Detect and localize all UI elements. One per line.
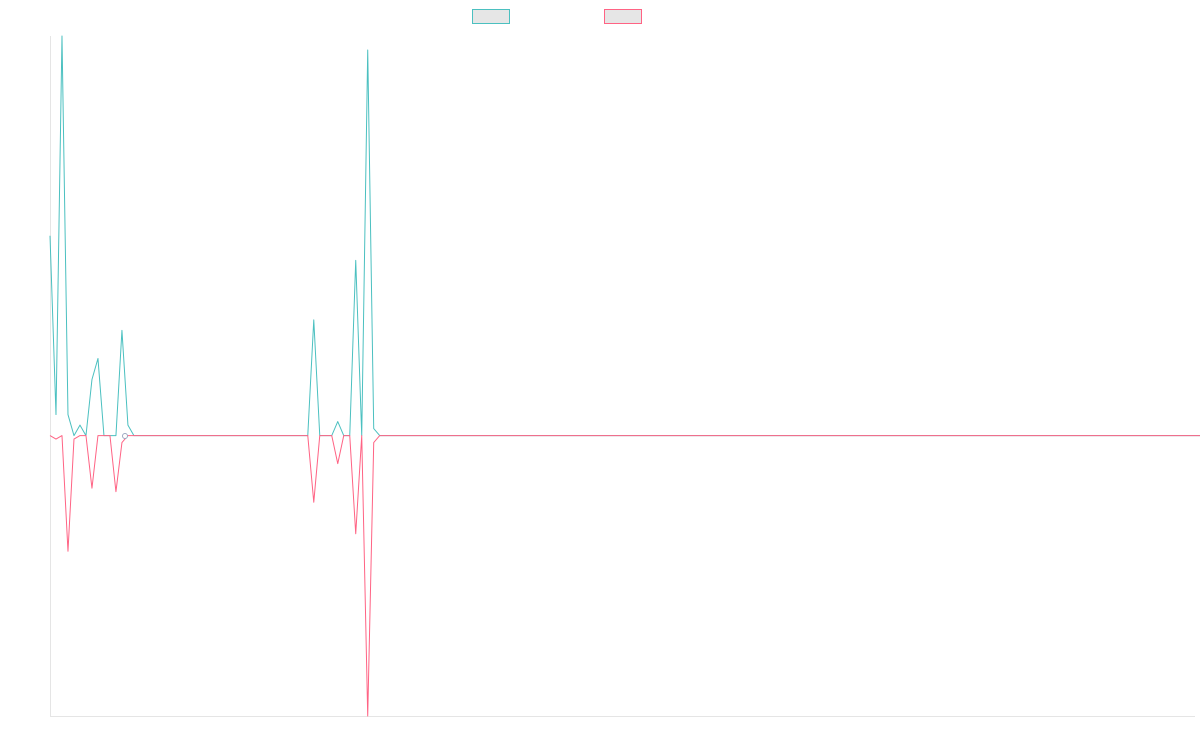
hover-point-marker[interactable] <box>122 433 128 439</box>
series-line-1[interactable] <box>49 35 1200 437</box>
legend-item-series-2[interactable] <box>604 9 648 24</box>
series-line-2[interactable] <box>49 435 1200 717</box>
legend-item-series-1[interactable] <box>472 9 516 24</box>
series-layer <box>49 35 1200 717</box>
legend-swatch-series-2 <box>604 9 642 24</box>
chart-legend <box>0 9 1200 29</box>
legend-swatch-series-1 <box>472 9 510 24</box>
